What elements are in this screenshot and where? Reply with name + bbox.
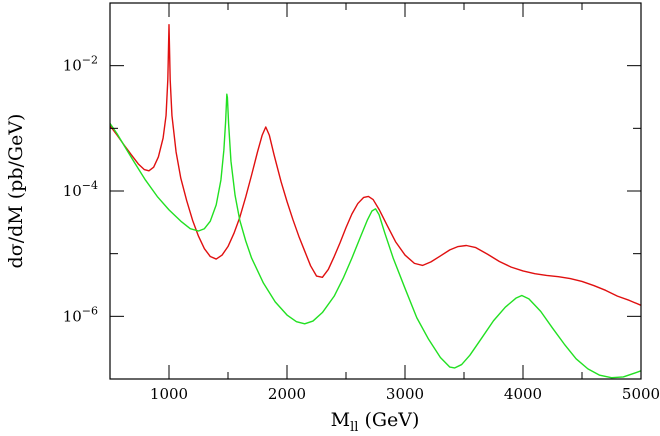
series-line-1 [109, 24, 642, 306]
x-axis-title-unit: (GeV) [364, 409, 419, 431]
series-layer [109, 24, 642, 379]
series-line-2 [109, 93, 642, 379]
x-tick-label-3000: 3000 [386, 385, 424, 403]
x-tick-label-1000: 1000 [150, 385, 188, 403]
plot-frame [109, 2, 642, 380]
x-tick-label-4000: 4000 [504, 385, 542, 403]
y-axis-title: dσ/dM (pb/GeV) [5, 114, 27, 269]
x-tick-label-2000: 2000 [268, 385, 306, 403]
ticks-layer [109, 2, 642, 380]
x-axis-title-sub: ll [350, 420, 358, 435]
x-axis-title: Mll (GeV) [331, 409, 420, 435]
y-tick-label-2: 10−6 [63, 304, 98, 325]
tick-labels: 1000 2000 3000 4000 5000 10−2 10−4 10−6 [63, 54, 660, 403]
y-tick-label-1: 10−4 [63, 179, 98, 200]
x-tick-label-5000: 5000 [622, 385, 660, 403]
y-tick-label-0: 10−2 [63, 54, 98, 75]
x-axis-title-main: M [331, 409, 350, 431]
